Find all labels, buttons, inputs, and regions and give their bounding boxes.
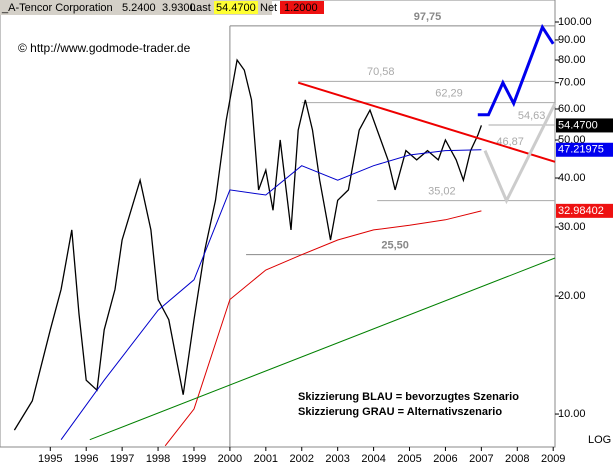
net-bg — [280, 1, 324, 14]
price-tag-bg — [556, 142, 613, 157]
copyright: © http://www.godmode-trader.de — [18, 41, 191, 55]
x-tick-label: 2003 — [325, 453, 349, 465]
x-tick-label: 1997 — [110, 453, 134, 465]
series-line — [164, 210, 482, 447]
header-name: _A-Tencor Corporation — [1, 2, 113, 14]
y-tick-label: 40.00 — [558, 172, 586, 184]
x-tick-label: 2009 — [541, 453, 565, 465]
level-label: 62,29 — [435, 88, 463, 100]
level-label: 25,50 — [381, 240, 409, 252]
price-tag: 32.98402 — [558, 205, 604, 217]
price-tag: 54.4700 — [558, 119, 598, 131]
x-tick-label: 2002 — [290, 453, 314, 465]
header-last-label: Last — [190, 2, 211, 14]
note-box — [293, 387, 533, 421]
price-tag-bg — [556, 118, 613, 133]
series-line — [483, 102, 557, 205]
plot-frame — [0, 0, 556, 448]
x-tick-label: 1999 — [182, 453, 206, 465]
x-tick-label: 2005 — [397, 453, 421, 465]
y-tick-label: 70.00 — [558, 77, 586, 89]
series-line — [89, 257, 556, 441]
level-label: 70,58 — [367, 66, 395, 78]
series-line — [13, 58, 483, 431]
level-label: 35,02 — [428, 186, 456, 198]
x-tick-label: 2007 — [469, 453, 493, 465]
header-open: 5.2400 — [122, 2, 156, 14]
price-tag-bg — [556, 203, 613, 218]
x-tick-label: 2001 — [254, 453, 278, 465]
header-low: 3.9300 — [162, 2, 196, 14]
series-line — [477, 23, 555, 117]
x-tick-label: 1998 — [146, 453, 170, 465]
y-tick-label: 20.00 — [558, 290, 586, 302]
y-tick-label: 30.00 — [558, 221, 586, 233]
y-tick-label: 80.00 — [558, 54, 586, 66]
note: Skizzierung BLAU = bevorzugtes Szenario — [298, 391, 519, 403]
last-bg — [214, 1, 258, 14]
y-tick-label: 90.00 — [558, 34, 586, 46]
price-tag: 47.21975 — [558, 144, 604, 156]
x-tick-label: 2000 — [218, 453, 242, 465]
x-tick-label: 2006 — [433, 453, 457, 465]
x-tick-label: 1995 — [38, 453, 62, 465]
y-tick-label: 10.00 — [558, 408, 586, 420]
level-label: 97,75 — [414, 11, 442, 23]
note: Skizzierung GRAU = Alternativszenario — [298, 406, 502, 418]
x-tick-label: 2004 — [361, 453, 385, 465]
x-tick-label: 1996 — [74, 453, 98, 465]
level-label: 54,63 — [518, 110, 546, 122]
header-bar — [0, 0, 272, 15]
y-tick-label: 100.00 — [558, 16, 592, 28]
series-line — [297, 81, 556, 163]
x-tick-label: 2008 — [505, 453, 529, 465]
header-net-label: Net — [260, 2, 277, 14]
scale-label: LOG — [588, 434, 611, 446]
header-net: 1.2000 — [284, 2, 318, 14]
header-last: 54.4700 — [216, 2, 256, 14]
y-tick-label: 60.00 — [558, 103, 586, 115]
series-line — [60, 149, 482, 440]
level-label: 46,87 — [496, 136, 524, 148]
